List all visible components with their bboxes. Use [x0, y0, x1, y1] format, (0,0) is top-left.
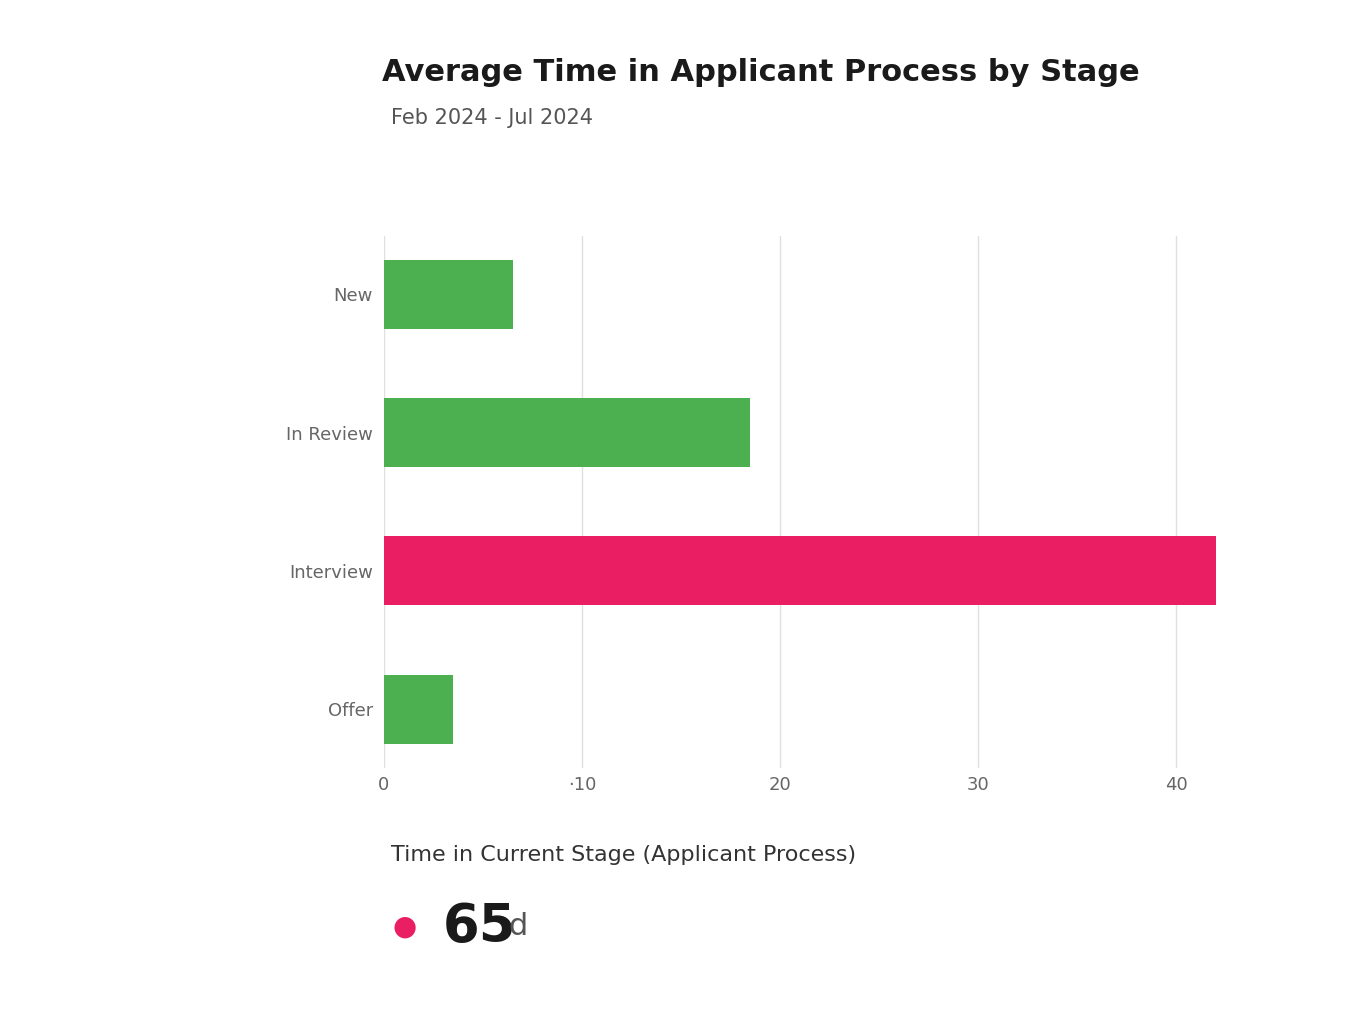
Text: Average Time in Applicant Process by Stage: Average Time in Applicant Process by Sta… — [383, 58, 1139, 87]
Text: ●: ● — [392, 912, 417, 941]
Text: Feb 2024 - Jul 2024: Feb 2024 - Jul 2024 — [391, 108, 592, 128]
Text: Time in Current Stage (Applicant Process): Time in Current Stage (Applicant Process… — [391, 845, 856, 865]
Text: 65: 65 — [443, 901, 517, 952]
Bar — [384, 398, 750, 467]
Text: d: d — [509, 912, 528, 941]
Bar — [384, 675, 454, 743]
Bar — [384, 260, 513, 329]
Bar — [384, 537, 1216, 605]
